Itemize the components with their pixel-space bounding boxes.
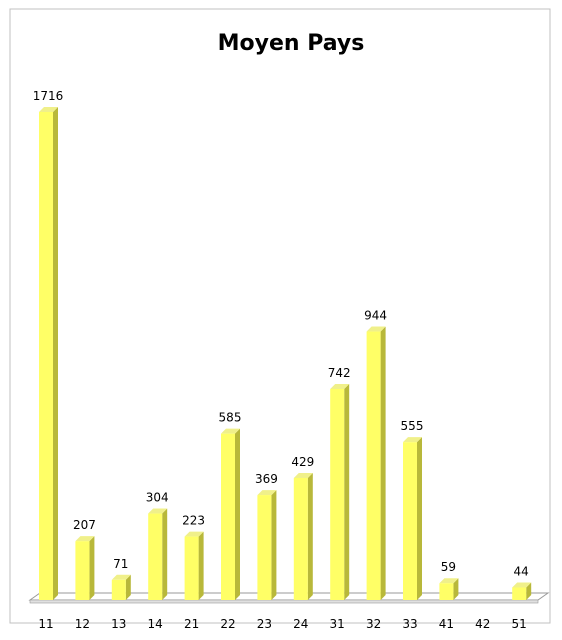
data-label: 369 (255, 472, 278, 486)
bar-top (221, 428, 240, 434)
bar (439, 578, 459, 600)
data-label: 1716 (33, 89, 64, 103)
bar-top (330, 383, 350, 389)
x-tick-label: 23 (257, 617, 272, 631)
bar-front (221, 433, 235, 600)
bar-side (198, 531, 204, 600)
x-tick-label: 12 (75, 617, 90, 631)
bar (403, 437, 422, 600)
bar-front (148, 513, 163, 600)
data-label: 223 (182, 514, 205, 528)
floor-edge (29, 599, 539, 604)
bar-side (307, 473, 313, 600)
x-tick-label: 13 (111, 617, 126, 631)
bar-top (111, 574, 131, 580)
x-tick-label: 51 (512, 617, 527, 631)
bar-front (39, 112, 53, 600)
bar-front (184, 536, 199, 600)
bar-top (293, 473, 313, 478)
bar-side (380, 326, 386, 600)
bar-side (526, 582, 532, 600)
bar (184, 531, 204, 600)
bar-side (89, 536, 95, 600)
bar-side (162, 508, 168, 600)
x-tick-label: 24 (293, 617, 308, 631)
bar-top (512, 582, 532, 588)
bar-side (344, 383, 350, 600)
bar-top (439, 578, 459, 584)
bar (221, 428, 240, 600)
plot-border (9, 8, 551, 624)
bar (111, 574, 131, 600)
bar-front (439, 583, 454, 600)
bar-front (111, 579, 126, 600)
bar (257, 490, 277, 600)
data-label: 207 (73, 518, 96, 532)
x-tick-label: 41 (439, 617, 454, 631)
chart-title: Moyen Pays (218, 31, 365, 56)
bar-front (75, 541, 90, 600)
bar-side (271, 490, 277, 600)
data-label: 304 (146, 491, 169, 505)
bar-front (293, 478, 308, 600)
bar-side (235, 428, 240, 600)
bars-group (39, 107, 532, 600)
bar-top (75, 536, 95, 542)
data-label: 555 (401, 419, 424, 433)
x-tick-label: 21 (184, 617, 199, 631)
bar-front (330, 388, 345, 600)
bar-side (417, 437, 422, 600)
x-tick-label: 31 (330, 617, 345, 631)
bar (39, 107, 58, 600)
bar-top (39, 107, 58, 112)
bar-top (184, 531, 204, 537)
bar (366, 326, 386, 600)
floor-top (28, 592, 550, 601)
data-label: 429 (291, 455, 314, 469)
data-label: 59 (441, 560, 456, 574)
x-tick-label: 42 (475, 617, 490, 631)
bar (293, 473, 313, 600)
bar-front (366, 331, 381, 600)
bar (75, 536, 95, 600)
x-tick-label: 32 (366, 617, 381, 631)
bar-front (512, 587, 527, 600)
data-label: 944 (364, 309, 387, 323)
data-label: 585 (219, 411, 242, 425)
data-label: 742 (328, 366, 351, 380)
bar (512, 582, 532, 600)
bar (330, 383, 350, 600)
data-labels-group: 1716 207 71 304 223 585 369 429 742 944 555 59 44 (33, 89, 529, 578)
bar-top (257, 490, 277, 496)
bar-side (53, 107, 58, 600)
x-tick-label: 11 (38, 617, 53, 631)
bar-top (148, 508, 168, 514)
bar-side (453, 578, 459, 600)
bar-front (257, 495, 272, 600)
data-label: 71 (113, 557, 128, 571)
x-tick-label: 33 (402, 617, 417, 631)
chart-floor (28, 592, 550, 604)
bar-top (403, 437, 422, 443)
bar-top (366, 326, 386, 332)
bar-front (403, 442, 417, 600)
x-axis-ticks: 11 12 13 14 21 22 23 24 31 32 33 41 42 51 (38, 617, 526, 631)
bar (148, 508, 168, 600)
x-tick-label: 14 (148, 617, 163, 631)
x-tick-label: 22 (220, 617, 235, 631)
bar-side (125, 574, 131, 600)
data-label: 44 (514, 564, 529, 578)
